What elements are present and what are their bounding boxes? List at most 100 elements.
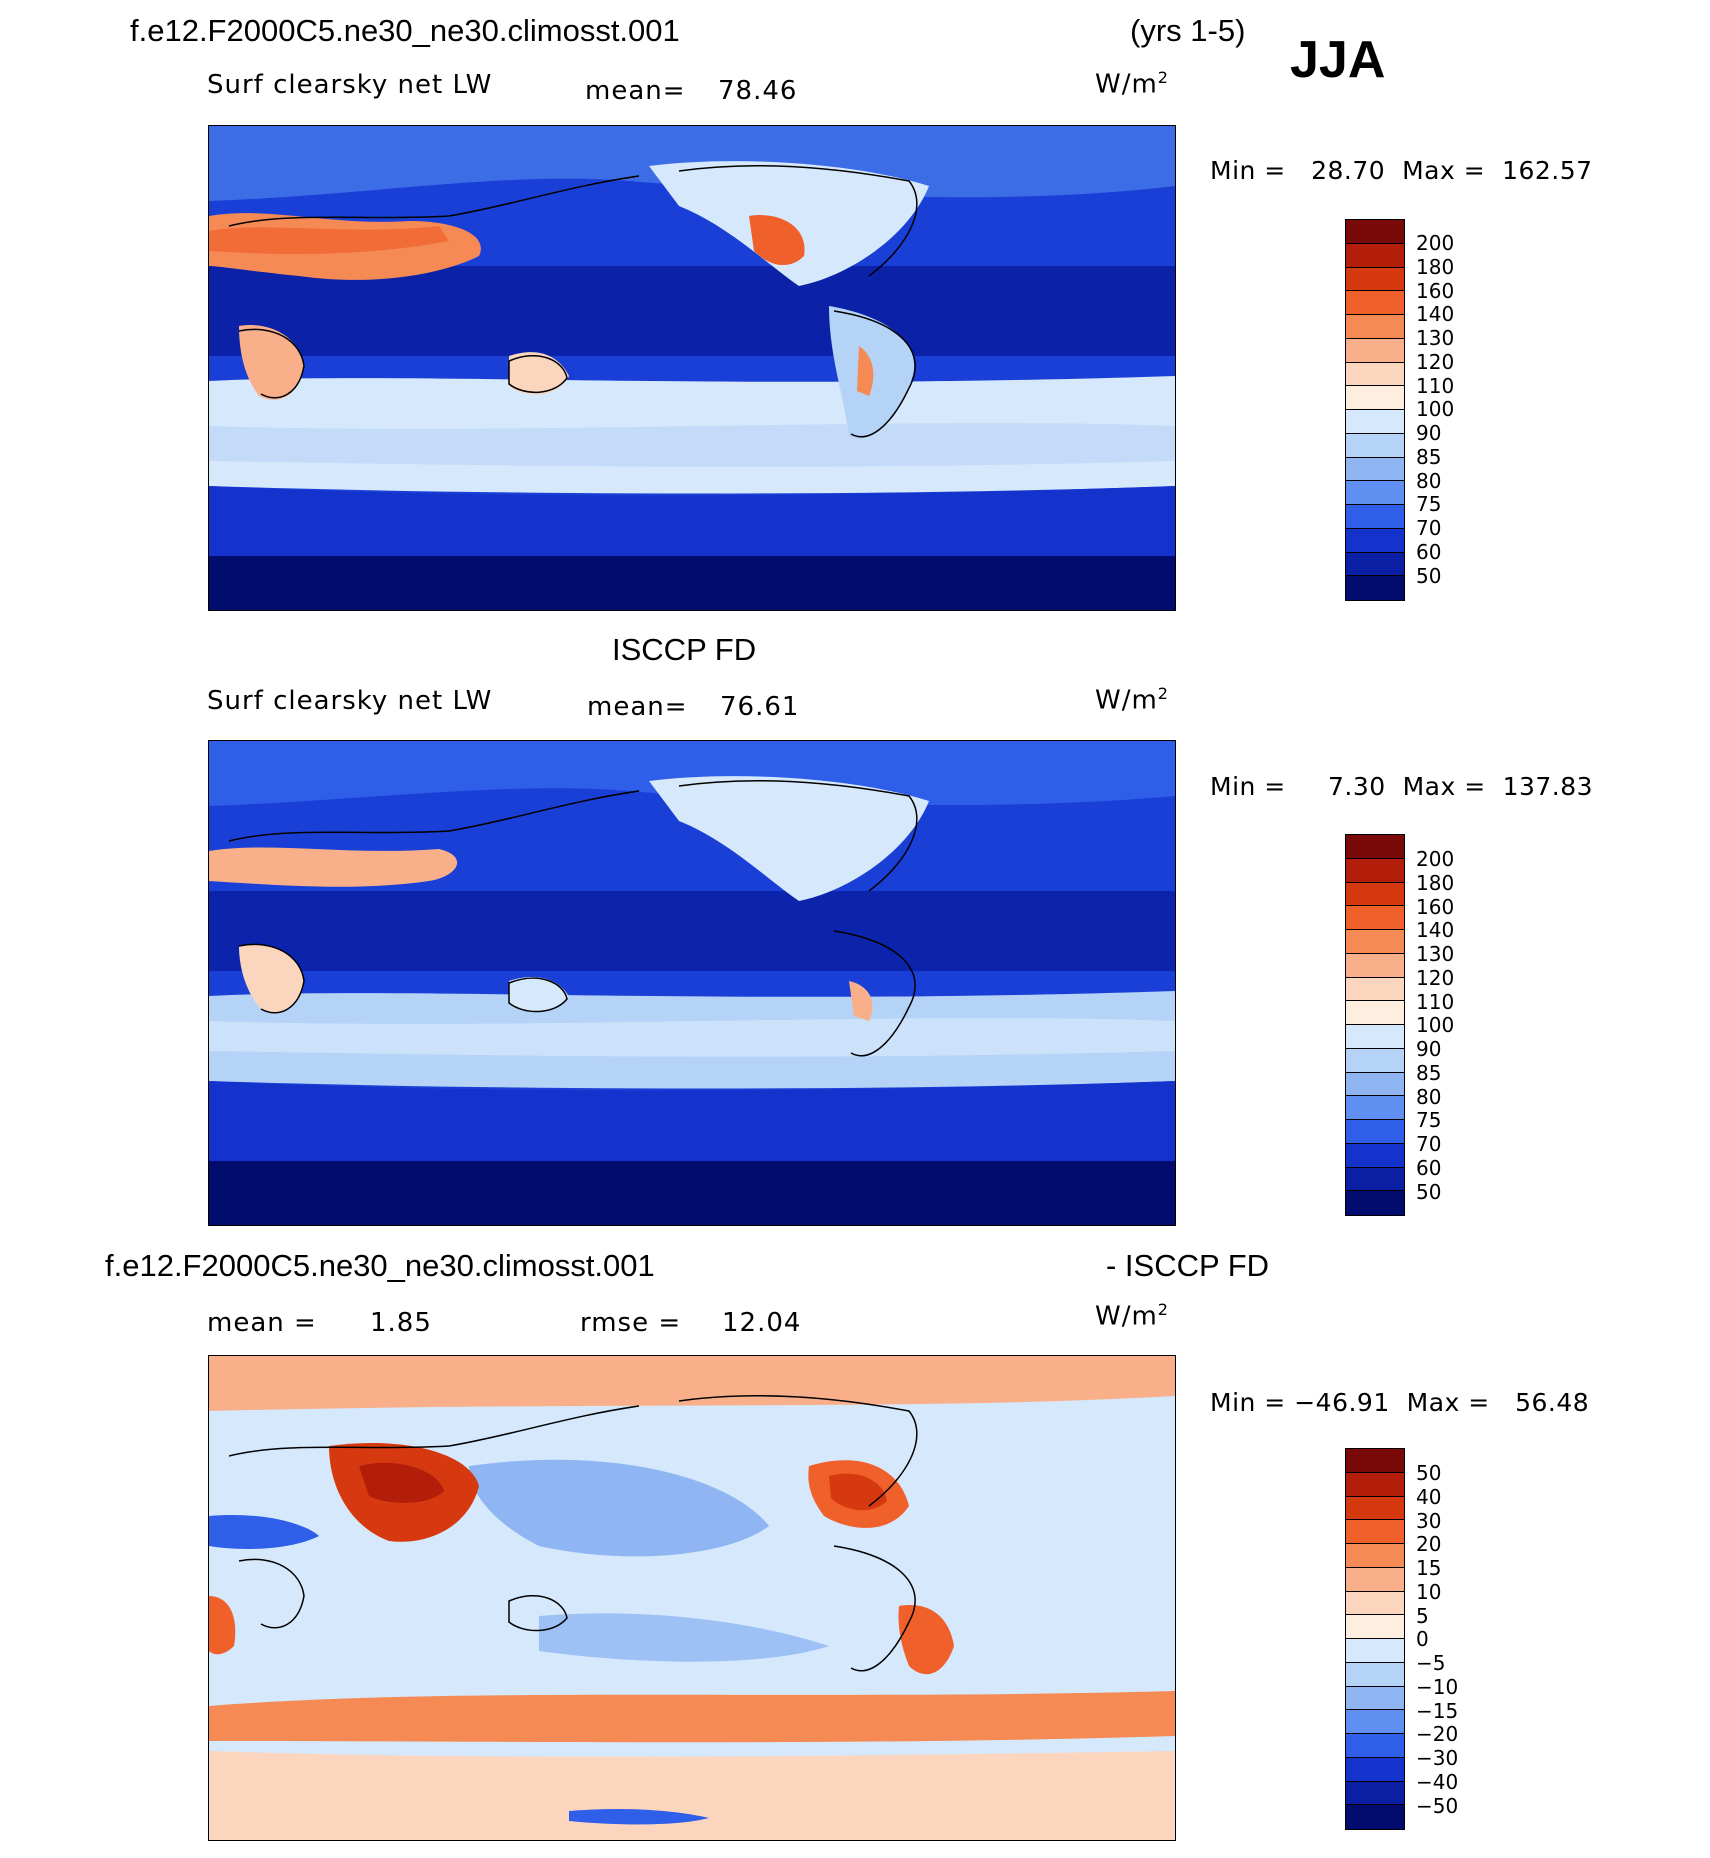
colorbar-swatch	[1346, 835, 1404, 859]
colorbar-tick-label: 70	[1416, 1132, 1442, 1156]
colorbar-swatch	[1346, 1048, 1404, 1073]
colorbar-tick-label: −30	[1416, 1746, 1459, 1770]
colorbar-swatch	[1346, 243, 1404, 268]
colorbar-tick-label: 60	[1416, 539, 1442, 564]
colorbar-swatch	[1346, 505, 1404, 529]
colorbar-swatch	[1346, 1781, 1404, 1806]
colorbar-tick-label: 50	[1416, 1179, 1442, 1204]
colorbar-swatch	[1346, 1615, 1404, 1639]
colorbar-swatch	[1346, 1449, 1404, 1473]
colorbar-swatch	[1346, 528, 1404, 553]
colorbar-tick-label: −50	[1416, 1793, 1459, 1818]
map-plot-obs	[209, 741, 1175, 1225]
colorbar-swatch	[1346, 220, 1404, 244]
colorbar-swatch	[1346, 953, 1404, 978]
map-plot-diff	[209, 1356, 1175, 1840]
colorbar-tick-label: 75	[1416, 492, 1442, 517]
colorbar-tick-label: 100	[1416, 1013, 1455, 1038]
colorbar-tick-label: 160	[1416, 894, 1455, 919]
min-max-readout: Min = 7.30 Max = 137.83	[1210, 772, 1594, 801]
colorbar-tick-label: 10	[1416, 1579, 1442, 1604]
colorbar-swatch	[1346, 1191, 1404, 1215]
colorbar-tick-label: 140	[1416, 918, 1455, 943]
colorbar-tick-label: 85	[1416, 1060, 1442, 1085]
colorbar-tick-label: 180	[1416, 870, 1455, 895]
colorbar-tick-label: 120	[1416, 965, 1455, 990]
colorbar-swatch	[1346, 1072, 1404, 1097]
colorbar-swatch	[1346, 1025, 1404, 1049]
colorbar-swatch	[1346, 1472, 1404, 1497]
colorbar-tick-label: 75	[1416, 1108, 1442, 1133]
colorbar-tick-label: 120	[1416, 349, 1455, 374]
colorbar-swatch	[1346, 1001, 1404, 1025]
colorbar-swatch	[1346, 906, 1404, 930]
rmse-label: rmse =	[580, 1308, 682, 1338]
colorbar-swatch	[1346, 977, 1404, 1002]
mean-label: mean=	[587, 692, 688, 722]
field-label: Surf clearsky net LW	[207, 70, 493, 100]
season-label: JJA	[1290, 31, 1386, 89]
colorbar-tick-label: 0	[1416, 1627, 1429, 1652]
colorbar-tick-label: 15	[1416, 1556, 1442, 1580]
colorbar-swatch	[1346, 882, 1404, 907]
obs-title: ISCCP FD	[612, 632, 757, 667]
colorbar-tick-label: 90	[1416, 1037, 1442, 1061]
colorbar-swatch	[1346, 1757, 1404, 1782]
map-panel-diff	[208, 1355, 1176, 1841]
colorbar-swatch	[1346, 1639, 1404, 1663]
colorbar-swatch	[1346, 930, 1404, 954]
colorbar-swatch	[1346, 315, 1404, 339]
colorbar-swatch	[1346, 1734, 1404, 1758]
colorbar-swatch	[1346, 433, 1404, 458]
colorbar-tick-label: 70	[1416, 516, 1442, 540]
colorbar-tick-label: −40	[1416, 1769, 1459, 1794]
mean-value: 1.85	[370, 1308, 432, 1338]
colorbar-tick-label: 160	[1416, 278, 1455, 303]
case-title: f.e12.F2000C5.ne30_ne30.climosst.001	[130, 13, 680, 48]
colorbar-swatch	[1346, 858, 1404, 883]
min-max-readout: Min = −46.91 Max = 56.48	[1210, 1388, 1590, 1417]
mean-label: mean=	[585, 76, 686, 106]
colorbar-swatch	[1346, 1496, 1404, 1521]
units-label: W/m2	[1095, 1300, 1169, 1332]
colorbar-tick-label: −5	[1416, 1651, 1446, 1675]
field-label: Surf clearsky net LW	[207, 686, 493, 716]
colorbar-tick-label: 80	[1416, 468, 1442, 493]
colorbar-tick-label: 85	[1416, 444, 1442, 469]
colorbar-swatch	[1346, 410, 1404, 434]
colorbar-tick-label: 130	[1416, 942, 1455, 966]
colorbar-swatch	[1346, 457, 1404, 482]
colorbar-diff	[1345, 1448, 1405, 1830]
colorbar-swatch	[1346, 1167, 1404, 1192]
colorbar-tick-label: 200	[1416, 231, 1455, 255]
colorbar-tick-label: 200	[1416, 847, 1455, 871]
colorbar-swatch	[1346, 386, 1404, 410]
units-label: W/m2	[1095, 68, 1169, 100]
diff-title-left: f.e12.F2000C5.ne30_ne30.climosst.001	[105, 1248, 655, 1283]
colorbar-swatch	[1346, 362, 1404, 387]
colorbar-swatch	[1346, 1686, 1404, 1711]
colorbar-swatch	[1346, 481, 1404, 505]
colorbar-tick-label: 20	[1416, 1532, 1442, 1557]
colorbar-swatch	[1346, 552, 1404, 577]
colorbar-model	[1345, 219, 1405, 601]
colorbar-tick-label: 60	[1416, 1155, 1442, 1180]
colorbar-tick-label: −10	[1416, 1674, 1459, 1699]
colorbar-swatch	[1346, 1591, 1404, 1616]
colorbar-tick-label: 100	[1416, 397, 1455, 422]
colorbar-tick-label: 40	[1416, 1484, 1442, 1509]
colorbar-swatch	[1346, 1544, 1404, 1568]
colorbar-swatch	[1346, 1120, 1404, 1144]
colorbar-swatch	[1346, 1567, 1404, 1592]
colorbar-swatch	[1346, 338, 1404, 363]
mean-value: 78.46	[718, 76, 798, 106]
colorbar-tick-label: −20	[1416, 1722, 1459, 1747]
colorbar-obs	[1345, 834, 1405, 1216]
colorbar-swatch	[1346, 1096, 1404, 1120]
colorbar-tick-label: 80	[1416, 1084, 1442, 1109]
min-max-readout: Min = 28.70 Max = 162.57	[1210, 156, 1593, 185]
colorbar-tick-label: −15	[1416, 1698, 1459, 1723]
colorbar-tick-label: 140	[1416, 302, 1455, 327]
map-panel-model	[208, 125, 1176, 611]
colorbar-tick-label: 130	[1416, 326, 1455, 350]
